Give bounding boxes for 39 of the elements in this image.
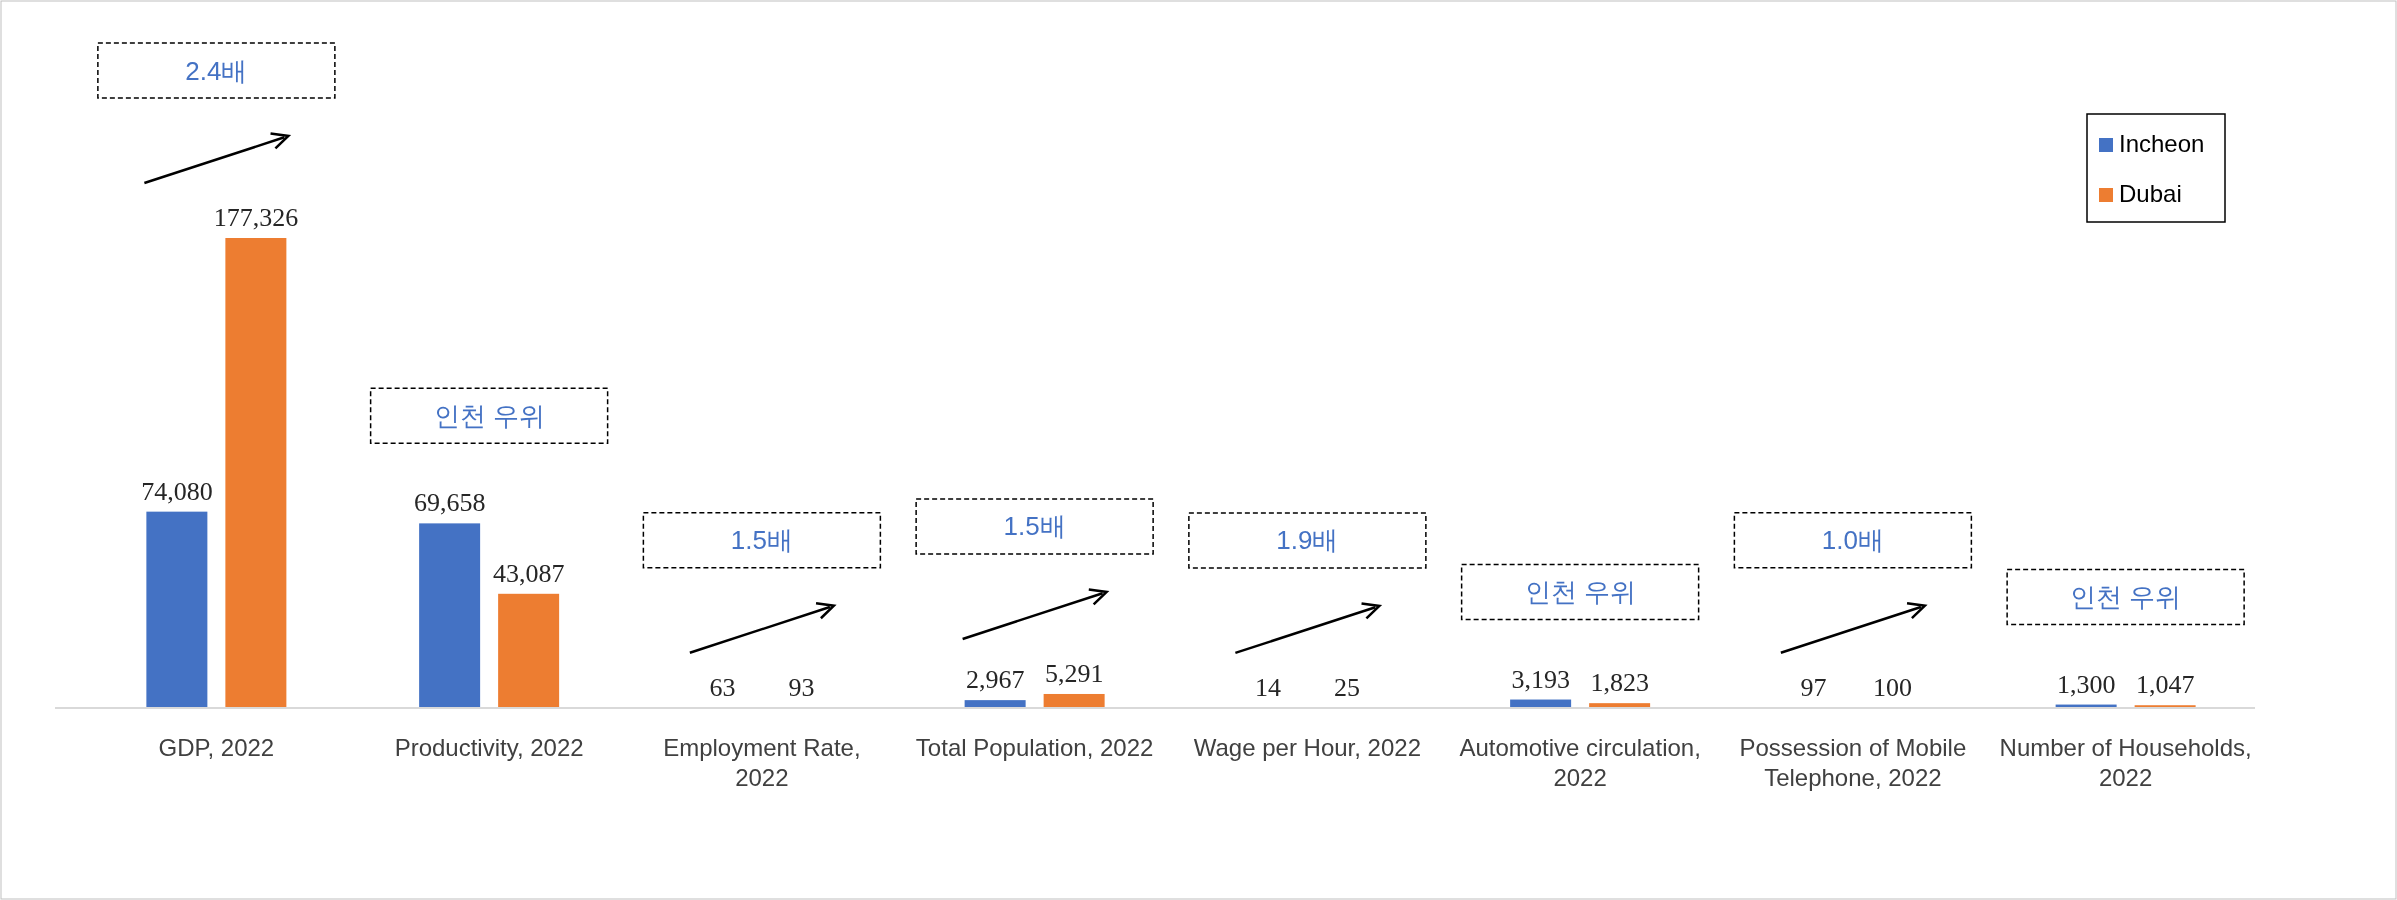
annotation: 인천 우위	[2070, 582, 2182, 613]
x-tick-label: Possession of Mobile Telephone, 2022	[1739, 734, 1967, 791]
legend-label: Incheon	[2119, 130, 2205, 157]
data-label: 177,326	[213, 203, 299, 232]
data-label: 100	[1872, 672, 1912, 702]
data-label: 2,967	[965, 665, 1025, 695]
bar	[419, 523, 481, 708]
bar	[498, 593, 560, 708]
annotation: 1.5배	[730, 525, 793, 556]
data-label: 43,087	[492, 558, 565, 588]
data-label: 25	[1333, 672, 1360, 702]
annotation: 1.9배	[1276, 525, 1339, 556]
data-label: 1,047	[2135, 670, 2195, 700]
x-tick-label: Automotive circulation, 2022	[1459, 734, 1701, 791]
text: 2.4배	[185, 55, 248, 86]
bar	[146, 511, 208, 708]
x-tick-label: Wage per Hour, 2022	[1193, 734, 1421, 761]
x-tick-label: GDP, 2022	[158, 734, 275, 761]
data-label: 3,193	[1511, 664, 1570, 694]
data-label: 97	[1800, 672, 1827, 702]
bar	[225, 238, 287, 708]
x-tick-label: Number of Households, 2022	[1999, 734, 2252, 791]
data-label: 14	[1254, 672, 1281, 702]
x-tick-label: Employment Rate, 2022	[663, 734, 861, 791]
bar	[1043, 693, 1105, 708]
data-label: 63	[709, 672, 736, 702]
annotation: 1.0배	[1821, 525, 1884, 556]
data-label: 74,080	[141, 476, 213, 506]
data-label: 93	[788, 672, 815, 702]
x-tick-label: Total Population, 2022	[915, 734, 1154, 761]
legend-label: Dubai	[2119, 180, 2182, 207]
data-label: 1,300	[2056, 669, 2116, 699]
annotation: 1.5배	[1003, 511, 1066, 542]
data-label: 1,823	[1590, 668, 1649, 698]
x-tick-label: Productivity, 2022	[394, 734, 584, 761]
annotation: 인천 우위	[1524, 577, 1636, 608]
data-label: 5,291	[1044, 658, 1104, 688]
data-label: 69,658	[413, 488, 486, 518]
annotation: 인천 우위	[433, 400, 545, 431]
